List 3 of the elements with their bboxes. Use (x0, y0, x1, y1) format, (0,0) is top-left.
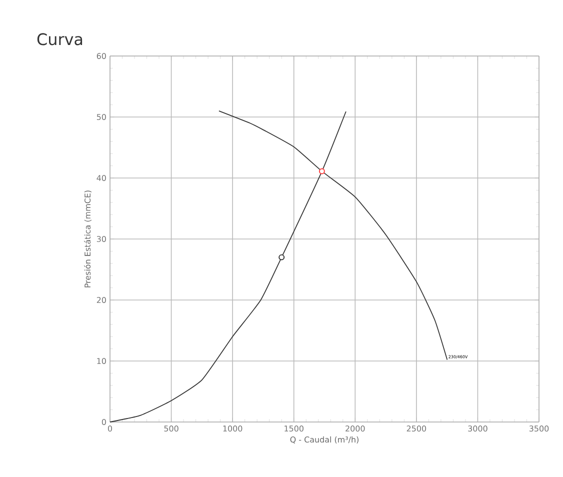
line-series (218, 110, 448, 360)
chart-title: Curva (37, 33, 82, 46)
line-series (110, 111, 346, 422)
